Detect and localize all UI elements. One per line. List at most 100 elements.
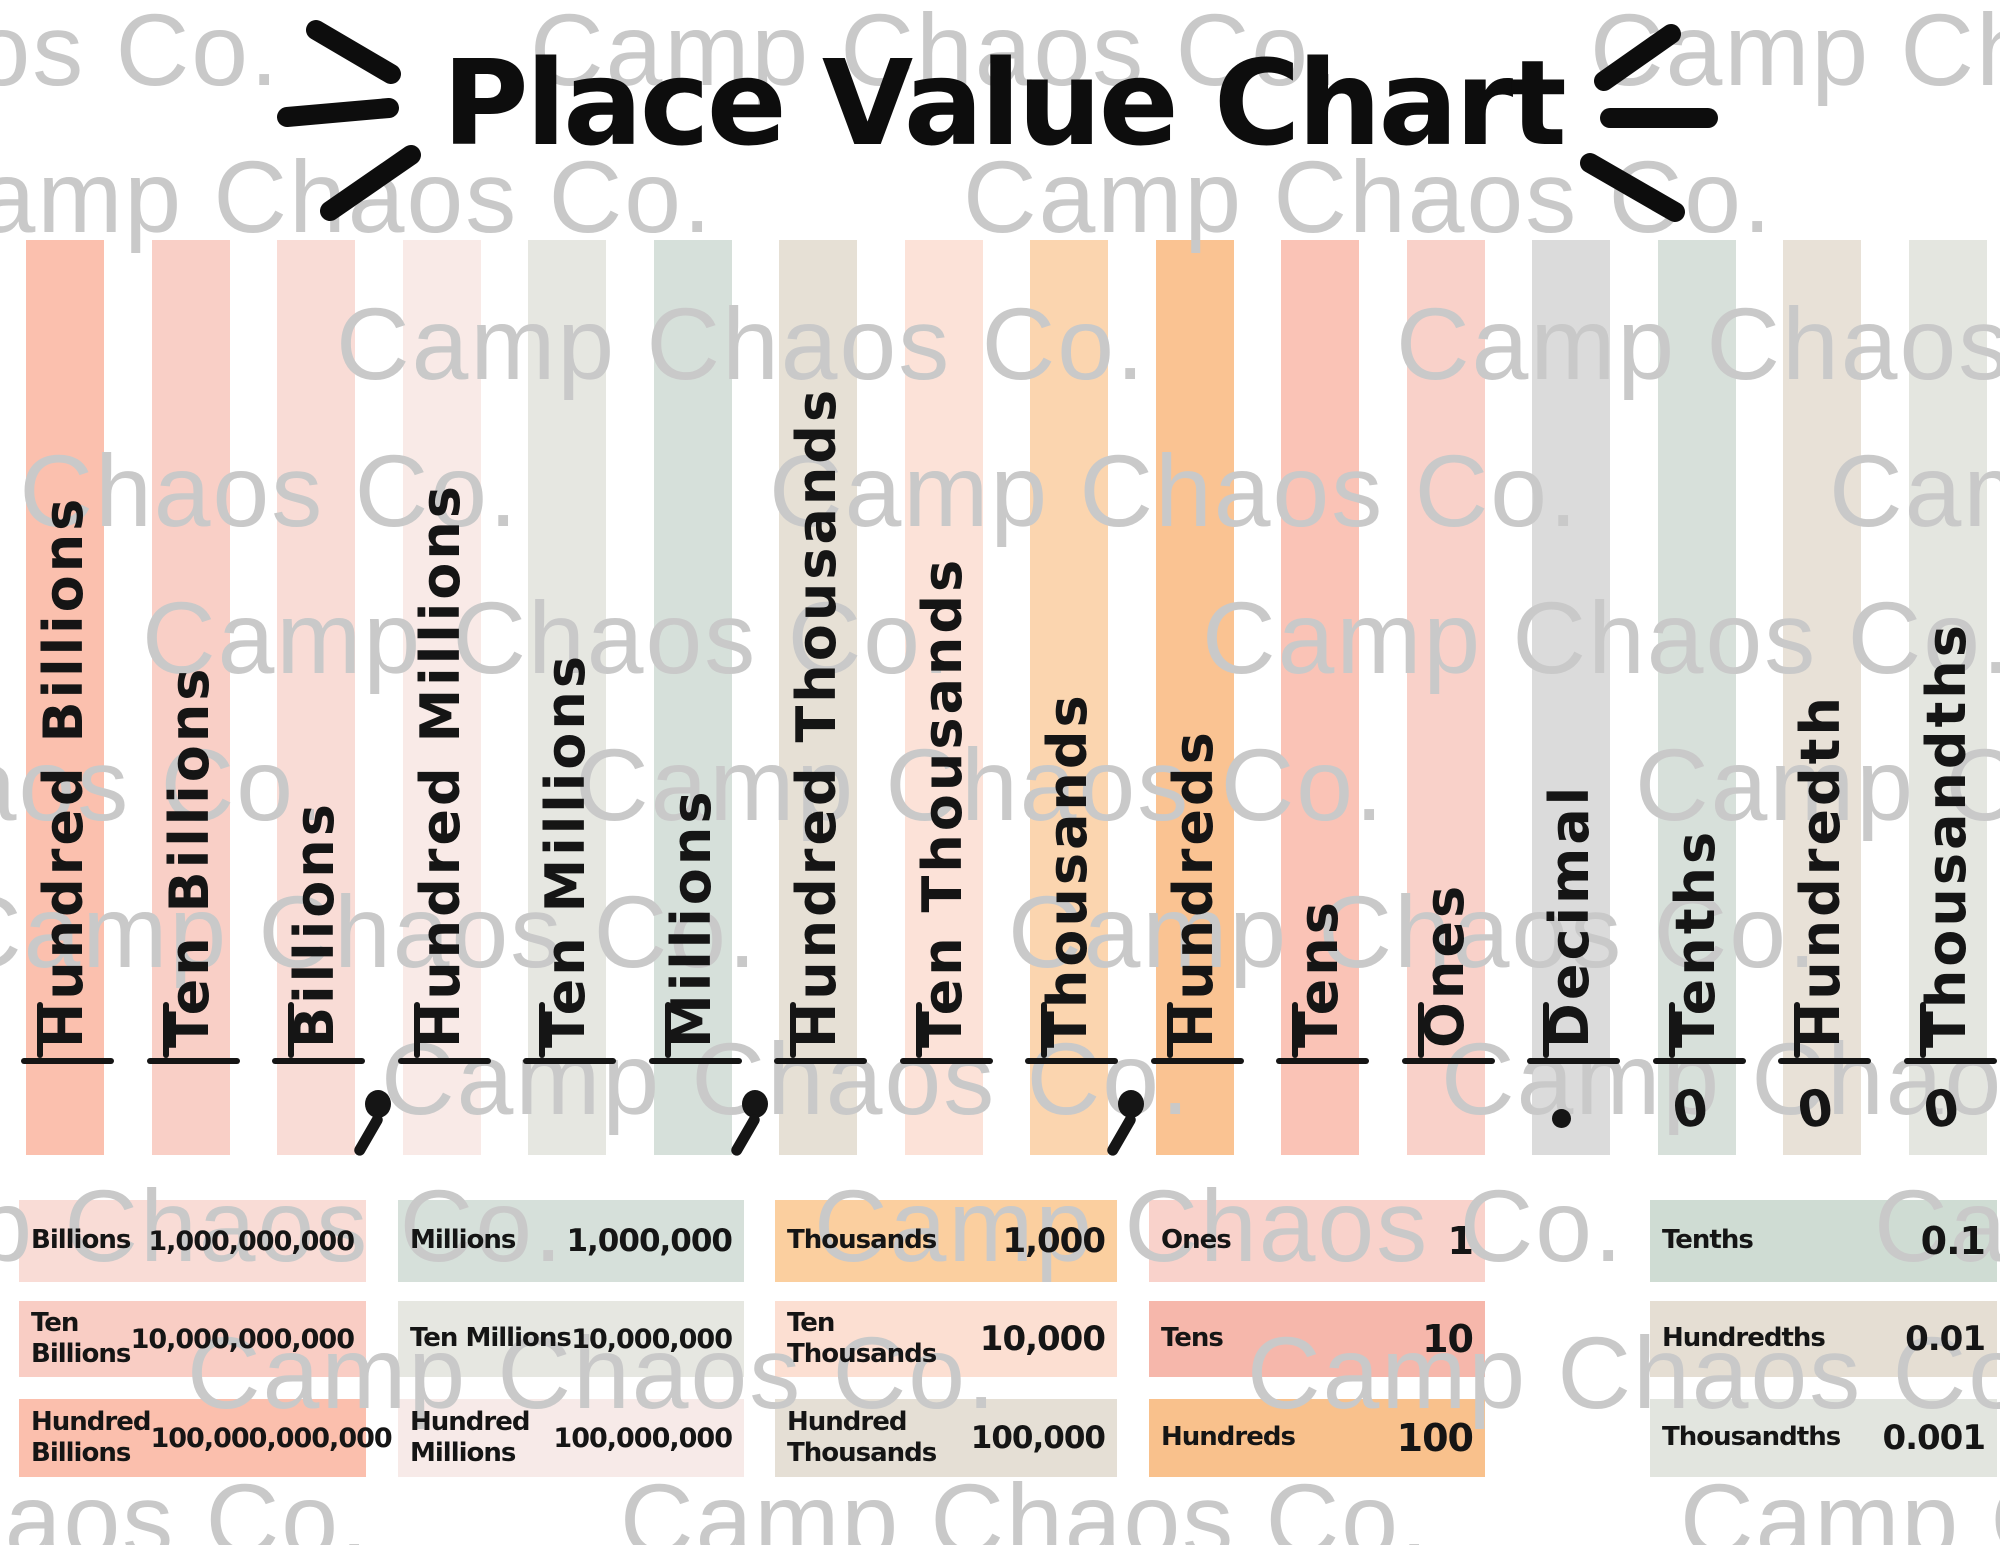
reference-row-value: 10,000,000 <box>571 1323 733 1355</box>
answer-tick-tens <box>1292 1002 1298 1058</box>
reference-row-bg-ones <box>1149 1200 1485 1282</box>
zero-digit-tenths: 0 <box>1669 1077 1712 1141</box>
reference-row-hundredths: Hundredths 0.01 <box>1650 1301 1997 1377</box>
reference-row-hundred-thousands: Hundred Thousands 100,000 <box>775 1399 1117 1477</box>
reference-row-label: Thousands <box>787 1225 937 1256</box>
answer-tick-thousands <box>1041 1002 1047 1058</box>
column-label-ten-thousands: Ten Thousands <box>911 556 974 1048</box>
answer-tick-hundreds <box>1167 1002 1173 1058</box>
answer-line-hundredth <box>1778 1058 1871 1064</box>
reference-row-bg-hundred-billions <box>19 1399 366 1477</box>
reference-row-bg-hundredths <box>1650 1301 1997 1377</box>
answer-tick-thousandths <box>1920 1002 1926 1058</box>
answer-line-tens <box>1276 1058 1369 1064</box>
reference-row-label: Hundred Millions <box>410 1406 530 1468</box>
answer-tick-ten-millions <box>539 1002 545 1058</box>
reference-row-label: Millions <box>410 1225 516 1256</box>
reference-row-hundred-millions: Hundred Millions 100,000,000 <box>398 1399 744 1477</box>
decoration-stroke-right-top <box>1594 24 1681 91</box>
answer-tick-ten-thousands <box>916 1002 922 1058</box>
column-label-hundred-millions: Hundred Millions <box>409 483 472 1048</box>
answer-line-thousands <box>1025 1058 1118 1064</box>
answer-line-hundred-millions <box>398 1058 491 1064</box>
decoration-stroke-left-top <box>306 20 401 84</box>
reference-row-label: Ten Millions <box>410 1323 572 1354</box>
answer-line-hundreds <box>1151 1058 1244 1064</box>
decimal-point-dot <box>1552 1109 1571 1128</box>
column-label-millions: Millions <box>660 788 723 1048</box>
reference-row-label: Hundredths <box>1662 1323 1826 1354</box>
reference-row-bg-hundred-millions <box>398 1399 744 1477</box>
reference-row-value: 10,000,000,000 <box>130 1323 355 1355</box>
group-separator-comma-tail-billions <box>352 1112 385 1158</box>
reference-row-value: 100,000,000,000 <box>150 1422 392 1454</box>
column-label-hundreds: Hundreds <box>1162 729 1225 1048</box>
reference-row-bg-thousandths <box>1650 1399 1997 1477</box>
column-label-hundred-thousands: Hundred Thousands <box>785 386 848 1048</box>
reference-row-label: Hundred Billions <box>31 1406 151 1468</box>
answer-tick-hundredth <box>1794 1002 1800 1058</box>
group-separator-comma-tail-millions <box>729 1112 762 1158</box>
zero-digit-hundredth: 0 <box>1794 1077 1837 1141</box>
reference-row-tens: Tens 10 <box>1149 1301 1485 1377</box>
reference-row-value: 0.001 <box>1882 1418 1986 1458</box>
answer-line-tenths <box>1653 1058 1746 1064</box>
reference-row-value: 1,000,000 <box>566 1223 733 1259</box>
answer-line-billions <box>272 1058 365 1064</box>
page-title: Place Value Chart <box>442 34 1567 172</box>
column-label-tens: Tens <box>1287 899 1350 1048</box>
reference-row-value: 100,000,000 <box>553 1422 733 1454</box>
answer-line-thousandths <box>1904 1058 1997 1064</box>
answer-tick-hundred-millions <box>414 1002 420 1058</box>
answer-tick-millions <box>665 1002 671 1058</box>
answer-line-hundred-thousands <box>774 1058 867 1064</box>
column-label-ones: Ones <box>1413 882 1476 1048</box>
reference-row-label: Ten Thousands <box>787 1307 937 1369</box>
reference-row-label: Tens <box>1161 1323 1224 1354</box>
reference-row-billions: Billions 1,000,000,000 <box>19 1200 366 1282</box>
reference-row-label: Ones <box>1161 1225 1232 1256</box>
reference-row-bg-tens <box>1149 1301 1485 1377</box>
answer-line-decimal <box>1527 1058 1620 1064</box>
decoration-stroke-left-bottom <box>320 145 421 221</box>
title-decoration-strokes <box>277 20 1718 222</box>
answer-line-ten-thousands <box>900 1058 993 1064</box>
reference-row-label: Ten Billions <box>31 1307 131 1369</box>
reference-row-thousands: Thousands 1,000 <box>775 1200 1117 1282</box>
answer-line-hundred-billions <box>21 1058 114 1064</box>
answer-tick-hundred-thousands <box>790 1002 796 1058</box>
reference-row-value: 10 <box>1422 1317 1474 1361</box>
reference-row-value: 1,000,000,000 <box>148 1225 355 1257</box>
reference-row-value: 0.1 <box>1920 1219 1986 1263</box>
answer-line-ten-billions <box>147 1058 240 1064</box>
reference-row-bg-billions <box>19 1200 366 1282</box>
answer-tick-tenths <box>1669 1002 1675 1058</box>
reference-row-ten-millions: Ten Millions 10,000,000 <box>398 1301 744 1377</box>
column-label-thousands: Thousands <box>1036 692 1099 1048</box>
reference-row-bg-tenths <box>1650 1200 1997 1282</box>
reference-row-ones: Ones 1 <box>1149 1200 1485 1282</box>
column-label-ten-billions: Ten Billions <box>158 665 221 1048</box>
reference-row-label: Hundred Thousands <box>787 1406 937 1468</box>
answer-line-millions <box>649 1058 742 1064</box>
reference-row-bg-hundreds <box>1149 1399 1485 1477</box>
reference-row-bg-millions <box>398 1200 744 1282</box>
decoration-stroke-right-bottom <box>1580 153 1685 222</box>
reference-row-ten-thousands: Ten Thousands 10,000 <box>775 1301 1117 1377</box>
reference-row-bg-ten-billions <box>19 1301 366 1377</box>
answer-tick-decimal <box>1543 1002 1549 1058</box>
reference-row-thousandths: Thousandths 0.001 <box>1650 1399 1997 1477</box>
column-label-billions: Billions <box>283 801 346 1048</box>
column-label-hundred-billions: Hundred Billions <box>32 495 95 1048</box>
group-separator-comma-tail-thousands <box>1105 1112 1138 1158</box>
reference-row-label: Hundreds <box>1161 1422 1296 1453</box>
answer-tick-billions <box>288 1002 294 1058</box>
reference-row-value: 10,000 <box>979 1319 1106 1359</box>
reference-row-tenths: Tenths 0.1 <box>1650 1200 1997 1282</box>
reference-row-value: 1,000 <box>1002 1221 1106 1261</box>
reference-row-label: Billions <box>31 1225 131 1256</box>
reference-row-value: 0.01 <box>1905 1319 1986 1359</box>
